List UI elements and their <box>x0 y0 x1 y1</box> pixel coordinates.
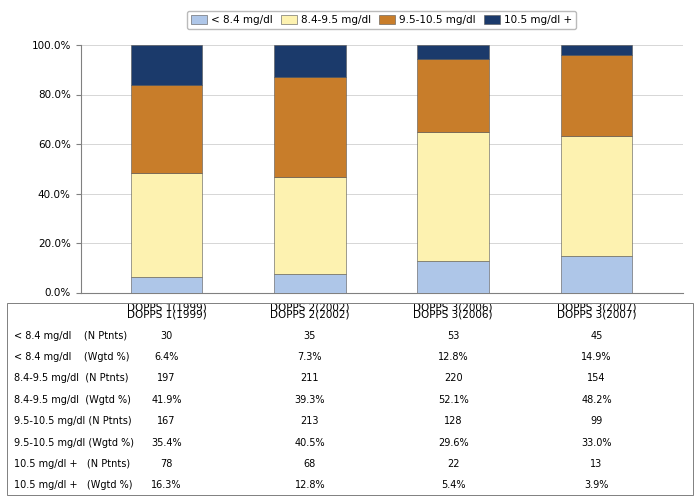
Text: 9.5-10.5 mg/dl (Wgtd %): 9.5-10.5 mg/dl (Wgtd %) <box>14 438 134 448</box>
Text: 41.9%: 41.9% <box>151 395 182 405</box>
Text: 40.5%: 40.5% <box>295 438 325 448</box>
Text: < 8.4 mg/dl    (N Ptnts): < 8.4 mg/dl (N Ptnts) <box>14 330 127 340</box>
Text: 33.0%: 33.0% <box>581 438 612 448</box>
Bar <box>131 86 202 173</box>
Bar <box>274 77 346 177</box>
Bar <box>131 173 202 277</box>
Bar <box>561 136 632 256</box>
Bar <box>561 54 632 136</box>
Text: 29.6%: 29.6% <box>438 438 468 448</box>
Text: 35.4%: 35.4% <box>151 438 182 448</box>
Text: 3.9%: 3.9% <box>584 480 609 490</box>
Bar <box>274 274 346 292</box>
Bar <box>417 261 489 292</box>
Bar <box>417 45 489 59</box>
Text: 5.4%: 5.4% <box>441 480 466 490</box>
Text: DOPPS 2(2002): DOPPS 2(2002) <box>270 310 349 320</box>
Text: 22: 22 <box>447 459 459 469</box>
Text: 8.4-9.5 mg/dl  (Wgtd %): 8.4-9.5 mg/dl (Wgtd %) <box>14 395 131 405</box>
Text: 12.8%: 12.8% <box>295 480 325 490</box>
Text: 53: 53 <box>447 330 459 340</box>
Bar <box>274 45 346 77</box>
Text: 213: 213 <box>300 416 319 426</box>
Text: 154: 154 <box>587 374 606 384</box>
Text: 14.9%: 14.9% <box>581 352 612 362</box>
Bar <box>561 45 632 54</box>
Text: 7.3%: 7.3% <box>298 352 322 362</box>
Text: 78: 78 <box>160 459 173 469</box>
Text: 220: 220 <box>444 374 463 384</box>
Text: DOPPS 3(2007): DOPPS 3(2007) <box>556 310 636 320</box>
Text: 12.8%: 12.8% <box>438 352 468 362</box>
Text: 10.5 mg/dl +   (N Ptnts): 10.5 mg/dl + (N Ptnts) <box>14 459 130 469</box>
Legend: < 8.4 mg/dl, 8.4-9.5 mg/dl, 9.5-10.5 mg/dl, 10.5 mg/dl +: < 8.4 mg/dl, 8.4-9.5 mg/dl, 9.5-10.5 mg/… <box>187 10 576 29</box>
Text: DOPPS 1(1999): DOPPS 1(1999) <box>127 310 206 320</box>
Text: 167: 167 <box>158 416 176 426</box>
Text: 9.5-10.5 mg/dl (N Ptnts): 9.5-10.5 mg/dl (N Ptnts) <box>14 416 132 426</box>
Text: 39.3%: 39.3% <box>295 395 325 405</box>
Text: 30: 30 <box>160 330 173 340</box>
Text: 8.4-9.5 mg/dl  (N Ptnts): 8.4-9.5 mg/dl (N Ptnts) <box>14 374 128 384</box>
Text: 197: 197 <box>158 374 176 384</box>
Bar <box>131 276 202 292</box>
Bar <box>417 132 489 261</box>
Text: 52.1%: 52.1% <box>438 395 468 405</box>
Text: 48.2%: 48.2% <box>581 395 612 405</box>
Text: 128: 128 <box>444 416 463 426</box>
Text: 6.4%: 6.4% <box>154 352 178 362</box>
Text: 68: 68 <box>304 459 316 469</box>
Text: 211: 211 <box>300 374 319 384</box>
Text: 99: 99 <box>590 416 603 426</box>
Text: 16.3%: 16.3% <box>151 480 182 490</box>
Text: 10.5 mg/dl +   (Wgtd %): 10.5 mg/dl + (Wgtd %) <box>14 480 132 490</box>
Bar <box>417 58 489 132</box>
Bar <box>561 256 632 292</box>
Text: 13: 13 <box>590 459 603 469</box>
Bar <box>274 177 346 274</box>
Text: < 8.4 mg/dl    (Wgtd %): < 8.4 mg/dl (Wgtd %) <box>14 352 130 362</box>
Text: 35: 35 <box>304 330 316 340</box>
Text: DOPPS 3(2006): DOPPS 3(2006) <box>414 310 493 320</box>
Bar <box>131 45 202 86</box>
Text: 45: 45 <box>590 330 603 340</box>
